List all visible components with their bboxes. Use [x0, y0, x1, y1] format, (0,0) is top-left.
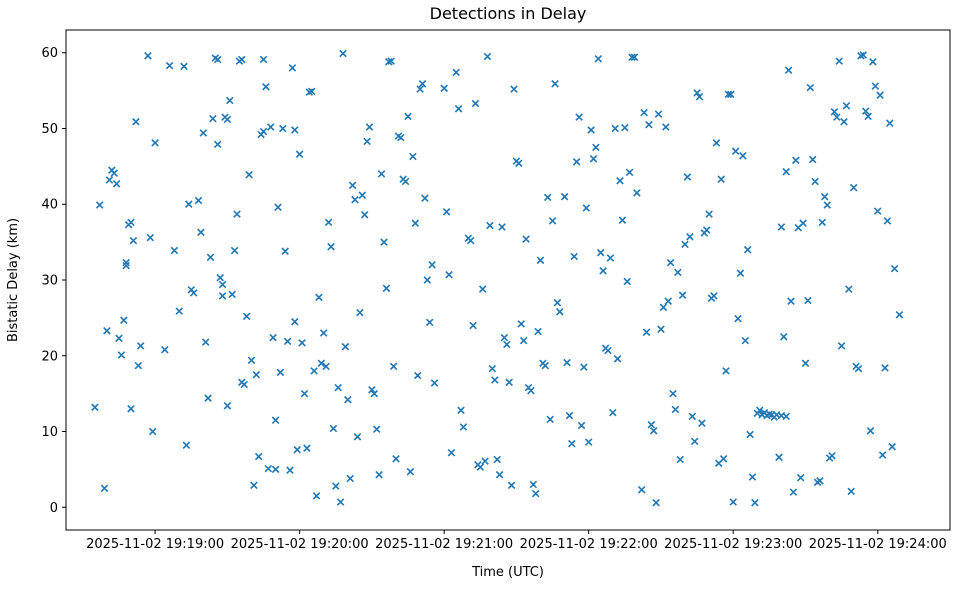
x-tick-label: 2025-11-02 19:24:00	[809, 537, 947, 552]
plot-area	[66, 30, 950, 530]
axes-border	[65, 29, 951, 531]
y-tick-label: 50	[41, 122, 58, 137]
x-tick-label: 2025-11-02 19:20:00	[231, 537, 369, 552]
y-tick-label: 40	[41, 198, 58, 213]
x-tick-label: 2025-11-02 19:23:00	[664, 537, 802, 552]
x-axis-ticks: 2025-11-02 19:19:00 2025-11-02 19:20:00 20…	[86, 530, 947, 552]
y-tick-label: 10	[41, 425, 58, 440]
x-tick-label: 2025-11-02 19:21:00	[375, 537, 513, 552]
y-axis-ticks: 0 10 20 30 40 50 60	[41, 46, 66, 516]
y-tick-label: 0	[50, 501, 58, 516]
x-tick-label: 2025-11-02 19:19:00	[86, 537, 224, 552]
y-tick-label: 20	[41, 349, 58, 364]
chart-title: Detections in Delay	[430, 4, 587, 23]
x-tick-label: 2025-11-02 19:22:00	[520, 537, 658, 552]
y-tick-label: 30	[41, 274, 58, 289]
x-axis-label: Time (UTC)	[471, 565, 544, 580]
scatter-points	[91, 49, 904, 507]
y-axis-label: Bistatic Delay (km)	[6, 218, 21, 342]
y-tick-label: 60	[41, 46, 58, 61]
